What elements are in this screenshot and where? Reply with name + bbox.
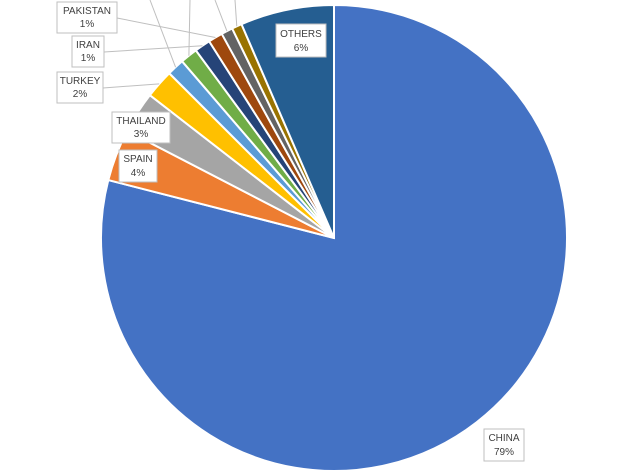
leader-line	[234, 0, 238, 27]
data-label-others: OTHERS 6%	[275, 23, 327, 58]
pie-slices	[100, 3, 568, 472]
leader-line	[103, 45, 203, 53]
slice-label-thailand: THAILAND	[116, 116, 165, 127]
data-label-spain: SPAIN 4%	[118, 149, 158, 183]
leader-line	[102, 83, 160, 89]
slice-pct-others: 6%	[294, 43, 309, 54]
slice-pct-pakistan: 1%	[80, 19, 95, 30]
pie-slice-others	[240, 3, 335, 239]
data-label-iran: IRAN 1%	[71, 35, 105, 68]
data-label-turkey: TURKEY 2%	[56, 71, 104, 104]
slice-label-spain: SPAIN	[123, 154, 152, 165]
slice-label-pakistan: PAKISTAN	[63, 6, 111, 17]
leader-line	[116, 17, 216, 38]
slice-pct-thailand: 3%	[134, 129, 149, 140]
slice-label-china: CHINA	[488, 433, 519, 444]
leader-line	[188, 0, 191, 56]
slice-pct-iran: 1%	[81, 53, 96, 64]
leader-line	[214, 0, 228, 32]
leader-line	[149, 0, 177, 68]
data-label-china: CHINA 79%	[483, 428, 525, 462]
slice-pct-spain: 4%	[131, 168, 146, 179]
slice-label-iran: IRAN	[76, 40, 100, 51]
data-label-pakistan: PAKISTAN 1%	[56, 1, 118, 34]
slice-label-turkey: TURKEY	[60, 76, 101, 87]
slice-pct-turkey: 2%	[73, 89, 88, 100]
slice-pct-china: 79%	[494, 447, 514, 458]
data-label-thailand: THAILAND 3%	[111, 111, 171, 144]
slice-label-others: OTHERS	[280, 29, 322, 40]
